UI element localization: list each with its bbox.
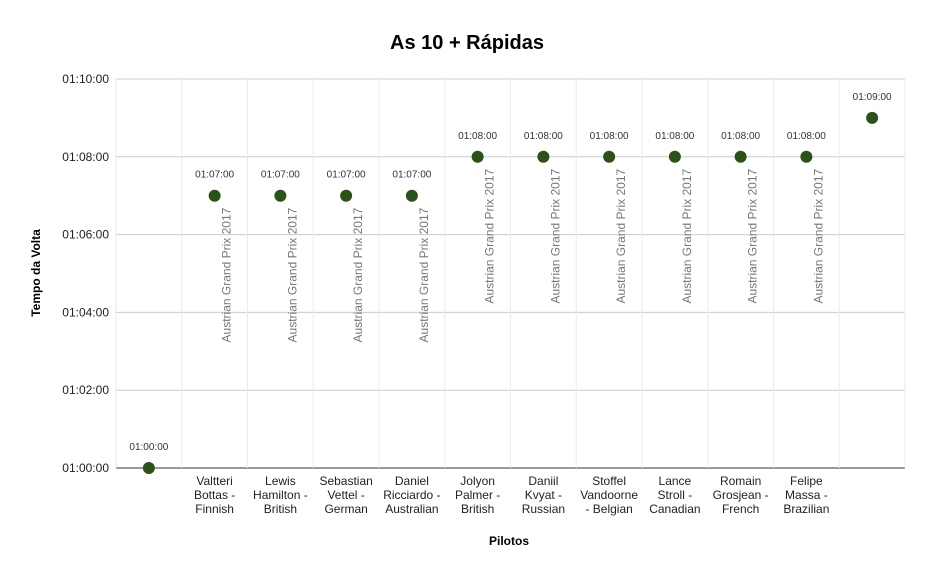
data-label: 01:07:00 [261, 170, 300, 181]
race-notes: Austrian Grand Prix 2017 Austrian Grand P… [220, 168, 826, 342]
gridlines [115, 78, 906, 469]
race-note: Austrian Grand Prix 2017 [483, 168, 497, 303]
data-point [734, 150, 747, 163]
x-category-label: Romain Grosjean -French [713, 474, 769, 516]
x-category-label: Lewis Hamilton -British [253, 474, 308, 516]
data-label: 01:08:00 [524, 131, 563, 142]
race-note: Austrian Grand Prix 2017 [746, 168, 760, 303]
x-category-label: Sebastian Vettel -German [319, 474, 372, 516]
race-note: Austrian Grand Prix 2017 [285, 207, 299, 342]
data-label: 01:00:00 [129, 442, 168, 453]
y-axis-title: Tempo da Volta [29, 229, 43, 317]
y-tick-label: 01:02:00 [62, 383, 109, 397]
y-tick-label: 01:06:00 [62, 228, 109, 242]
x-category-label: Stoffel Vandoorne - Belgian [580, 474, 638, 516]
data-point [274, 189, 287, 202]
x-axis-title: Pilotos [489, 534, 529, 548]
data-label: 01:08:00 [787, 131, 826, 142]
data-label: 01:08:00 [655, 131, 694, 142]
data-point [142, 462, 155, 474]
y-tick-label: 01:10:00 [62, 72, 109, 86]
data-point [668, 150, 681, 163]
data-points [142, 111, 879, 474]
data-point [405, 189, 418, 202]
data-point [800, 150, 813, 163]
race-note: Austrian Grand Prix 2017 [680, 168, 694, 303]
race-note: Austrian Grand Prix 2017 [220, 207, 234, 342]
data-point [603, 150, 616, 163]
race-note: Austrian Grand Prix 2017 [811, 168, 825, 303]
data-label: 01:07:00 [327, 170, 366, 181]
data-label: 01:08:00 [458, 131, 497, 142]
data-point [537, 150, 550, 163]
data-label: 01:08:00 [590, 131, 629, 142]
data-labels: 01:00:00 01:07:00 01:07:00 01:07:00 01:07:00… [129, 92, 892, 453]
y-tick-label: 01:08:00 [62, 150, 109, 164]
data-label: 01:09:00 [853, 92, 892, 103]
data-point [866, 111, 879, 124]
x-category-label: Lance Stroll -Canadian [649, 474, 700, 516]
data-point [471, 150, 484, 163]
data-point [208, 189, 221, 202]
data-label: 01:08:00 [721, 131, 760, 142]
race-note: Austrian Grand Prix 2017 [548, 168, 562, 303]
x-category-label: Felipe Massa -Brazilian [783, 474, 829, 516]
data-label: 01:07:00 [392, 170, 431, 181]
x-category-label: Valtteri Bottas -Finnish [194, 474, 235, 516]
race-note: Austrian Grand Prix 2017 [417, 207, 431, 342]
y-tick-label: 01:00:00 [62, 461, 109, 475]
data-point [340, 189, 353, 202]
y-tick-labels: 01:00:00 01:02:00 01:04:00 01:06:00 01:08:00… [62, 72, 109, 475]
x-category-labels: Valtteri Bottas -Finnish Lewis Hamilton -Br… [194, 474, 829, 516]
race-note: Austrian Grand Prix 2017 [614, 168, 628, 303]
y-tick-label: 01:04:00 [62, 305, 109, 319]
chart-title: As 10 + Rápidas [390, 32, 544, 54]
x-category-label: Daniel Ricciardo -Australian [383, 474, 440, 516]
x-category-label: Jolyon Palmer -British [455, 474, 500, 516]
data-label: 01:07:00 [195, 170, 234, 181]
x-category-label: Daniil Kvyat -Russian [522, 474, 565, 516]
race-note: Austrian Grand Prix 2017 [351, 207, 365, 342]
